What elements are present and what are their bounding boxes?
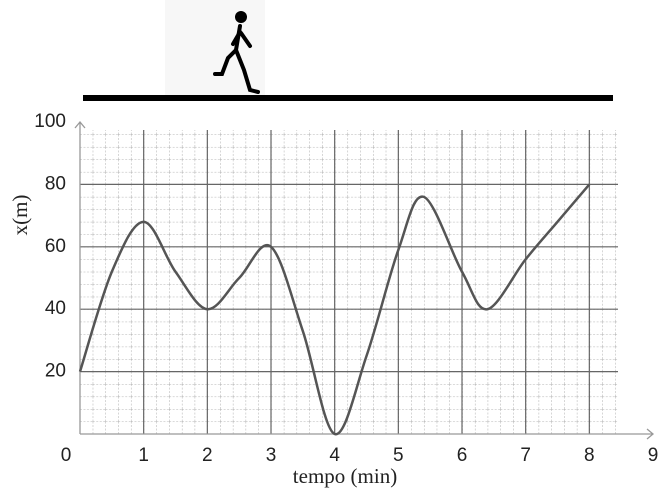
x-tick-label: 9 (648, 445, 658, 466)
y-tick-label: 80 (45, 173, 66, 194)
axes (74, 120, 655, 440)
x-tick-label: 3 (266, 445, 277, 466)
x-tick-label: 5 (393, 445, 404, 466)
x-tick-label: 7 (520, 445, 531, 466)
x-tick-label: 8 (584, 445, 595, 466)
x-tick-label: 1 (138, 445, 149, 466)
x-tick-label: 2 (202, 445, 213, 466)
y-tick-label: 20 (45, 361, 66, 382)
runner (213, 11, 260, 94)
x-axis-label: tempo (min) (293, 464, 397, 488)
y-tick-label: 100 (34, 111, 66, 132)
y-axis-label: x(m) (8, 195, 32, 236)
line (78, 183, 591, 436)
x-tick-label: 6 (457, 445, 468, 466)
x-tick-label: 4 (329, 445, 340, 466)
y-tick-label: 60 (45, 236, 66, 257)
y-tick-label: 40 (45, 298, 66, 319)
minor-grid (80, 130, 618, 434)
x-tick-label: 0 (61, 445, 72, 466)
track (83, 95, 613, 101)
